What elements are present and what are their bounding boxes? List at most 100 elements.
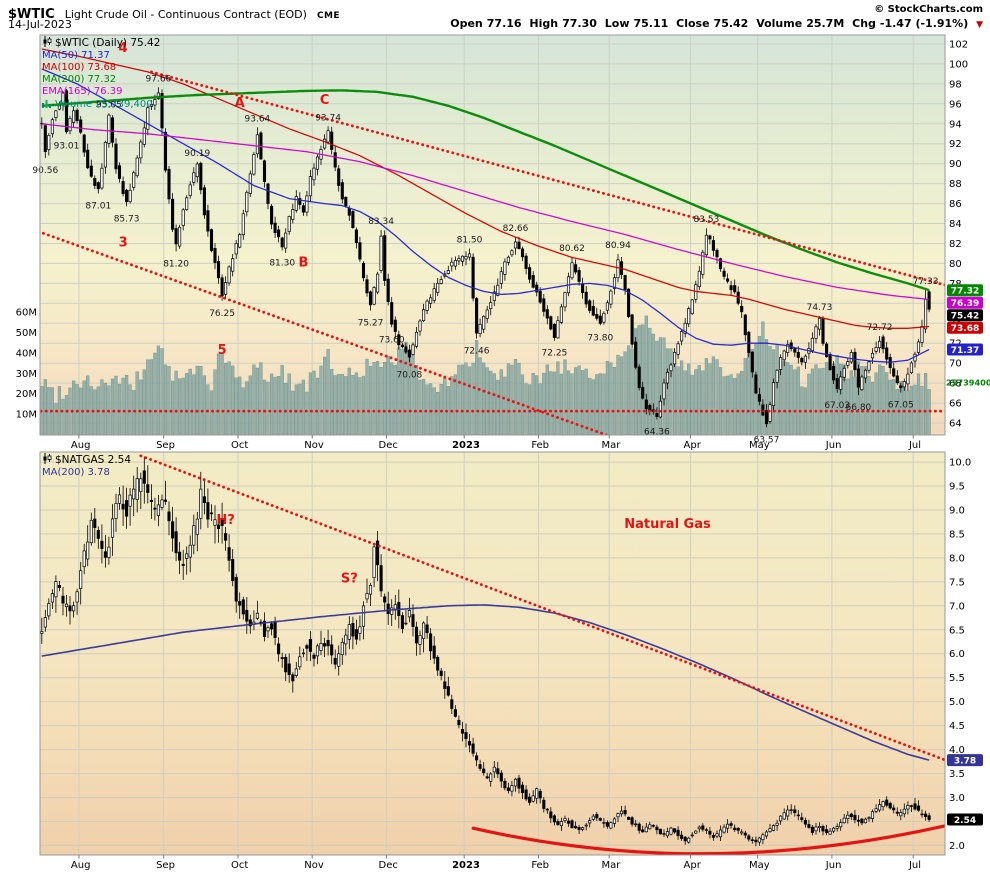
svg-text:93.64: 93.64 [245, 114, 271, 124]
svg-text:Feb: Feb [531, 440, 549, 451]
svg-text:Feb: Feb [531, 860, 549, 871]
svg-text:7.0: 7.0 [949, 601, 965, 612]
svg-text:73.60: 73.60 [379, 335, 405, 345]
support-curve [471, 824, 945, 855]
legend-label: EMA(165) 76.39 [42, 86, 123, 97]
svg-text:94: 94 [949, 119, 962, 130]
svg-text:6.0: 6.0 [949, 649, 965, 660]
svg-text:4.0: 4.0 [949, 745, 965, 756]
svg-text:77.32: 77.32 [951, 287, 979, 297]
svg-text:Apr: Apr [684, 860, 702, 871]
svg-text:75.27: 75.27 [358, 319, 384, 329]
legend-label: MA(200) 77.32 [42, 74, 117, 85]
svg-text:88: 88 [949, 179, 962, 190]
svg-text:A: A [235, 96, 245, 111]
natgas-panel: H? S? Natural Gas 10.0 9.5 9.0 8.5 8.0 7.5 7.0 6.5… [39, 451, 983, 871]
exchange-label: CME [317, 11, 340, 21]
svg-text:H?: H? [216, 513, 234, 528]
volume-bars [40, 315, 931, 436]
svg-text:Apr: Apr [684, 440, 702, 451]
svg-text:Oct: Oct [231, 440, 248, 451]
svg-text:Nov: Nov [304, 440, 324, 451]
svg-text:Aug: Aug [71, 860, 91, 871]
low-value: 75.11 [633, 17, 669, 30]
legend-item: $NATGAS 2.54 [42, 453, 131, 467]
svg-text:5: 5 [218, 343, 227, 358]
open-label: Open [450, 17, 483, 30]
candlestick-icon [43, 453, 52, 464]
svg-text:81.50: 81.50 [457, 236, 483, 246]
svg-text:10M: 10M [16, 410, 37, 421]
svg-text:70: 70 [949, 359, 962, 370]
svg-text:S?: S? [341, 571, 358, 586]
svg-text:71.37: 71.37 [951, 346, 979, 356]
svg-text:10.0: 10.0 [949, 458, 971, 469]
svg-text:Jun: Jun [825, 440, 842, 451]
legend-item: MA(50) 71.37 [42, 50, 160, 62]
red-annotations: 4 A C 3 B 5 [119, 41, 330, 358]
legend-label: MA(50) 71.37 [42, 50, 110, 61]
natgas-legend: $NATGAS 2.54 MA(200) 3.78 [42, 453, 131, 479]
candlesticks [40, 87, 931, 428]
svg-text:72.25: 72.25 [542, 349, 568, 359]
svg-text:100: 100 [949, 59, 968, 70]
close-label: Close [676, 17, 710, 30]
svg-text:Jul: Jul [908, 860, 921, 871]
svg-text:72.46: 72.46 [464, 347, 490, 357]
svg-text:B: B [298, 255, 308, 270]
open-value: 77.16 [486, 17, 522, 30]
svg-text:5.0: 5.0 [949, 697, 965, 708]
legend-label: $WTIC (Daily) 75.42 [55, 37, 161, 49]
svg-text:95.05: 95.05 [96, 100, 122, 110]
svg-text:C: C [320, 93, 330, 108]
svg-text:70.08: 70.08 [397, 370, 423, 380]
svg-text:Sep: Sep [156, 440, 175, 451]
legend-label: Volume 25,739,400 [55, 99, 153, 110]
svg-text:50M: 50M [16, 328, 37, 339]
svg-text:72.72: 72.72 [867, 323, 893, 333]
svg-text:Dec: Dec [379, 440, 398, 451]
legend-label: $NATGAS 2.54 [55, 454, 132, 466]
volume-value: 25.7M [806, 17, 845, 30]
price-annotations: 90.56 93.01 87.01 95.05 85.73 97.66 81.20 90.19… [32, 74, 938, 445]
high-label: High [529, 17, 559, 30]
svg-text:74.73: 74.73 [807, 303, 833, 313]
svg-text:4.5: 4.5 [949, 721, 965, 732]
svg-text:2023: 2023 [452, 860, 480, 871]
copyright: © StockCharts.com [874, 4, 983, 15]
title-line: $WTIC Light Crude Oil - Continuous Contr… [8, 3, 340, 22]
svg-text:8.5: 8.5 [949, 529, 965, 540]
svg-text:Natural Gas: Natural Gas [624, 517, 711, 532]
svg-text:81.30: 81.30 [269, 259, 295, 269]
svg-text:90.19: 90.19 [184, 149, 210, 159]
legend-label: MA(200) 3.78 [42, 467, 110, 478]
moving-averages [41, 604, 930, 761]
svg-text:84: 84 [949, 219, 962, 230]
down-triangle-icon: ▼ [976, 20, 983, 30]
candlesticks [40, 456, 931, 847]
svg-text:64: 64 [949, 419, 962, 430]
svg-text:60M: 60M [16, 308, 37, 319]
svg-text:9.0: 9.0 [949, 506, 965, 517]
legend-item: MA(200) 77.32 [42, 74, 160, 86]
quote-line: Open 77.16 High 77.30 Low 75.11 Close 75.42 … [446, 17, 983, 30]
legend-item: EMA(165) 76.39 [42, 86, 160, 98]
svg-text:66: 66 [949, 399, 962, 410]
svg-text:77.33: 77.33 [913, 277, 939, 287]
legend-item: Volume 25,739,400 [42, 98, 160, 110]
svg-text:92: 92 [949, 139, 962, 150]
svg-text:76.39: 76.39 [951, 299, 979, 309]
svg-text:2.54: 2.54 [954, 816, 976, 826]
svg-text:85.73: 85.73 [114, 214, 140, 224]
red-annotations: H? S? Natural Gas [216, 513, 711, 586]
low-label: Low [604, 17, 630, 30]
svg-text:68: 68 [949, 379, 962, 390]
svg-text:73.80: 73.80 [587, 333, 613, 343]
svg-text:5.5: 5.5 [949, 673, 965, 684]
legend-item: MA(100) 73.68 [42, 62, 160, 74]
svg-text:86: 86 [949, 199, 962, 210]
svg-text:93.74: 93.74 [315, 113, 341, 123]
moving-averages [41, 48, 930, 363]
svg-text:76.25: 76.25 [209, 309, 235, 319]
